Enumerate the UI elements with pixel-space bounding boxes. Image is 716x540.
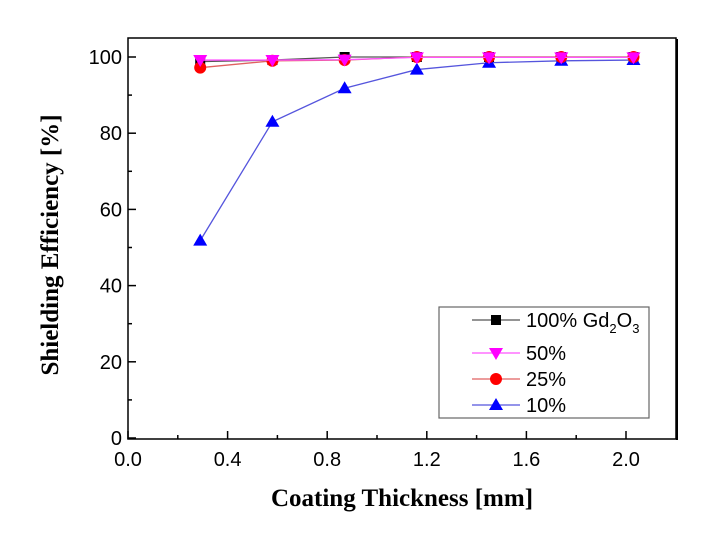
legend-label: 50% bbox=[526, 343, 566, 365]
data-point bbox=[409, 52, 424, 65]
x-tick-label: 0.4 bbox=[214, 449, 242, 471]
legend-label: 10% bbox=[526, 395, 566, 417]
legend: 100% Gd2O3 50% 25% 10% bbox=[438, 306, 650, 419]
data-point bbox=[193, 233, 208, 246]
data-point bbox=[265, 114, 280, 127]
data-point bbox=[554, 52, 569, 65]
legend-marker bbox=[489, 348, 503, 360]
legend-marker bbox=[490, 373, 502, 385]
data-point bbox=[193, 55, 208, 68]
legend-marker bbox=[491, 315, 501, 325]
y-tick-label: 40 bbox=[100, 276, 122, 298]
data-point bbox=[337, 81, 352, 94]
data-point bbox=[194, 61, 207, 74]
x-tick-label: 0.8 bbox=[313, 449, 341, 471]
x-tick-label: 0.0 bbox=[114, 449, 142, 471]
x-tick-label: 2.0 bbox=[612, 449, 640, 471]
plot-frame bbox=[127, 37, 678, 440]
legend-marker bbox=[489, 398, 503, 410]
legend-item: 50% bbox=[472, 343, 566, 365]
y-axis-title: Shielding Efficiency [%] bbox=[37, 114, 64, 375]
legend-label: 100% Gd2O3 bbox=[526, 310, 639, 336]
legend-item: 25% bbox=[472, 369, 566, 391]
y-tick-label: 20 bbox=[100, 352, 122, 374]
x-tick-label: 1.2 bbox=[413, 449, 441, 471]
data-point bbox=[409, 62, 424, 75]
legend-label: 25% bbox=[526, 369, 566, 391]
legend-item: 100% Gd2O3 bbox=[472, 310, 639, 336]
series-layer bbox=[193, 51, 641, 246]
y-tick-label: 100 bbox=[89, 47, 122, 69]
legend-box bbox=[438, 306, 650, 419]
x-axis: 0.0 0.4 0.8 1.2 1.6 2.0 bbox=[114, 431, 640, 471]
y-tick-label: 80 bbox=[100, 123, 122, 145]
series-50- bbox=[193, 52, 641, 68]
y-axis: 0 20 40 60 80 100 bbox=[89, 47, 136, 450]
data-point bbox=[626, 52, 641, 65]
y-tick-label: 60 bbox=[100, 199, 122, 221]
x-axis-title: Coating Thickness [mm] bbox=[271, 485, 533, 512]
x-tick-label: 1.6 bbox=[512, 449, 540, 471]
legend-item: 10% bbox=[472, 395, 566, 417]
data-point bbox=[337, 54, 352, 67]
data-point bbox=[482, 52, 497, 65]
data-point bbox=[265, 55, 280, 68]
y-tick-label: 0 bbox=[111, 428, 122, 450]
